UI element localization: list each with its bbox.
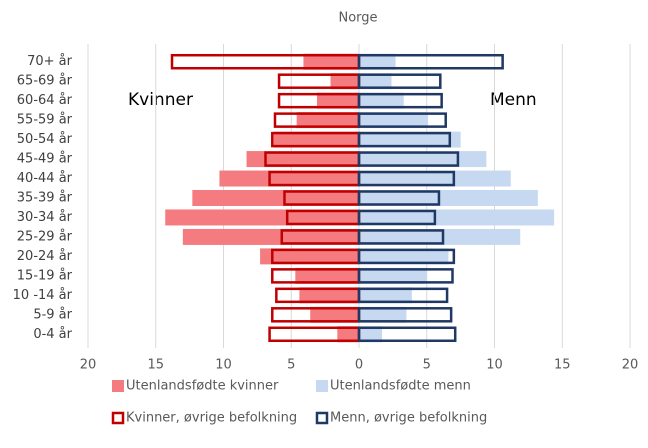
outline-bar xyxy=(357,170,456,187)
bar xyxy=(359,73,392,90)
x-tick-label: 20 xyxy=(80,358,97,373)
x-tick-label: 0 xyxy=(355,358,363,373)
bar xyxy=(337,326,359,343)
bar xyxy=(182,228,359,245)
x-tick-label: 10 xyxy=(215,358,232,373)
bar xyxy=(359,228,521,245)
bar xyxy=(192,190,359,206)
y-tick-label: 10 -14 år xyxy=(13,288,73,303)
bar xyxy=(165,209,359,226)
bar xyxy=(359,248,449,265)
x-tick-label: 15 xyxy=(554,358,571,373)
bar xyxy=(295,267,359,284)
bar xyxy=(273,131,359,148)
bar xyxy=(246,151,359,168)
outline-bar xyxy=(357,92,443,109)
y-tick-label: 20-24 år xyxy=(17,249,73,264)
x-tick-label: 5 xyxy=(423,358,431,373)
y-tick-label: 60-64 år xyxy=(17,93,73,108)
outline-bar xyxy=(357,326,457,343)
legend-label: Utenlandsfødte menn xyxy=(330,379,471,394)
outline-bar xyxy=(357,131,452,148)
bar xyxy=(359,92,404,109)
bar xyxy=(359,151,487,168)
outline-bar xyxy=(357,53,504,70)
x-tick-label: 15 xyxy=(147,358,164,373)
bar xyxy=(260,248,359,265)
y-tick-label: 15-19 år xyxy=(17,268,73,283)
y-tick-label: 30-34 år xyxy=(17,210,73,225)
bar xyxy=(359,190,538,206)
bar xyxy=(359,170,511,187)
outline-bar xyxy=(357,268,454,284)
bar xyxy=(359,306,407,323)
bar xyxy=(316,92,359,109)
annotation: Menn xyxy=(490,90,537,110)
y-tick-label: 70+ år xyxy=(27,54,73,69)
outline-bar xyxy=(357,307,453,323)
bar xyxy=(359,131,461,148)
legend-label: Utenlandsfødte kvinner xyxy=(126,379,279,394)
outline-bar xyxy=(357,190,441,206)
x-tick-label: 5 xyxy=(287,358,295,373)
chart-title: Norge xyxy=(338,11,377,26)
y-tick-label: 25-29 år xyxy=(17,229,73,244)
legend-swatch xyxy=(112,380,124,392)
outline-bar xyxy=(357,112,447,128)
bar xyxy=(296,112,359,129)
bar xyxy=(359,112,429,129)
bar xyxy=(359,287,412,304)
bar xyxy=(359,209,555,226)
legend-label: Menn, øvrige befolkning xyxy=(330,411,487,426)
outline-bar xyxy=(357,287,449,304)
y-tick-label: 40-44 år xyxy=(17,171,73,186)
annotation: Kvinner xyxy=(128,90,193,110)
legend-swatch xyxy=(315,411,329,425)
bar xyxy=(330,73,359,90)
legend-swatch xyxy=(111,411,125,425)
x-tick-label: 20 xyxy=(622,358,639,373)
y-tick-label: 35-39 år xyxy=(17,191,73,206)
legend-swatch xyxy=(316,380,328,392)
outline-bar xyxy=(357,151,460,167)
outline-bar xyxy=(357,73,442,89)
legend-label: Kvinner, øvrige befolkning xyxy=(126,411,297,426)
x-tick-label: 10 xyxy=(486,358,503,373)
bar xyxy=(310,306,359,323)
y-tick-label: 0-4 år xyxy=(33,327,72,342)
bar xyxy=(219,170,359,187)
bar xyxy=(299,287,359,304)
y-tick-label: 65-69 år xyxy=(17,74,73,89)
outline-bar xyxy=(357,248,456,265)
bar xyxy=(359,53,396,70)
y-tick-label: 50-54 år xyxy=(17,132,73,147)
y-tick-label: 5-9 år xyxy=(33,307,72,322)
bar xyxy=(359,326,383,343)
outline-bar xyxy=(357,209,437,226)
y-tick-label: 55-59 år xyxy=(17,113,73,128)
outline-bar xyxy=(357,229,445,245)
bar xyxy=(303,53,359,70)
y-tick-label: 45-49 år xyxy=(17,152,73,167)
bar xyxy=(359,267,427,284)
